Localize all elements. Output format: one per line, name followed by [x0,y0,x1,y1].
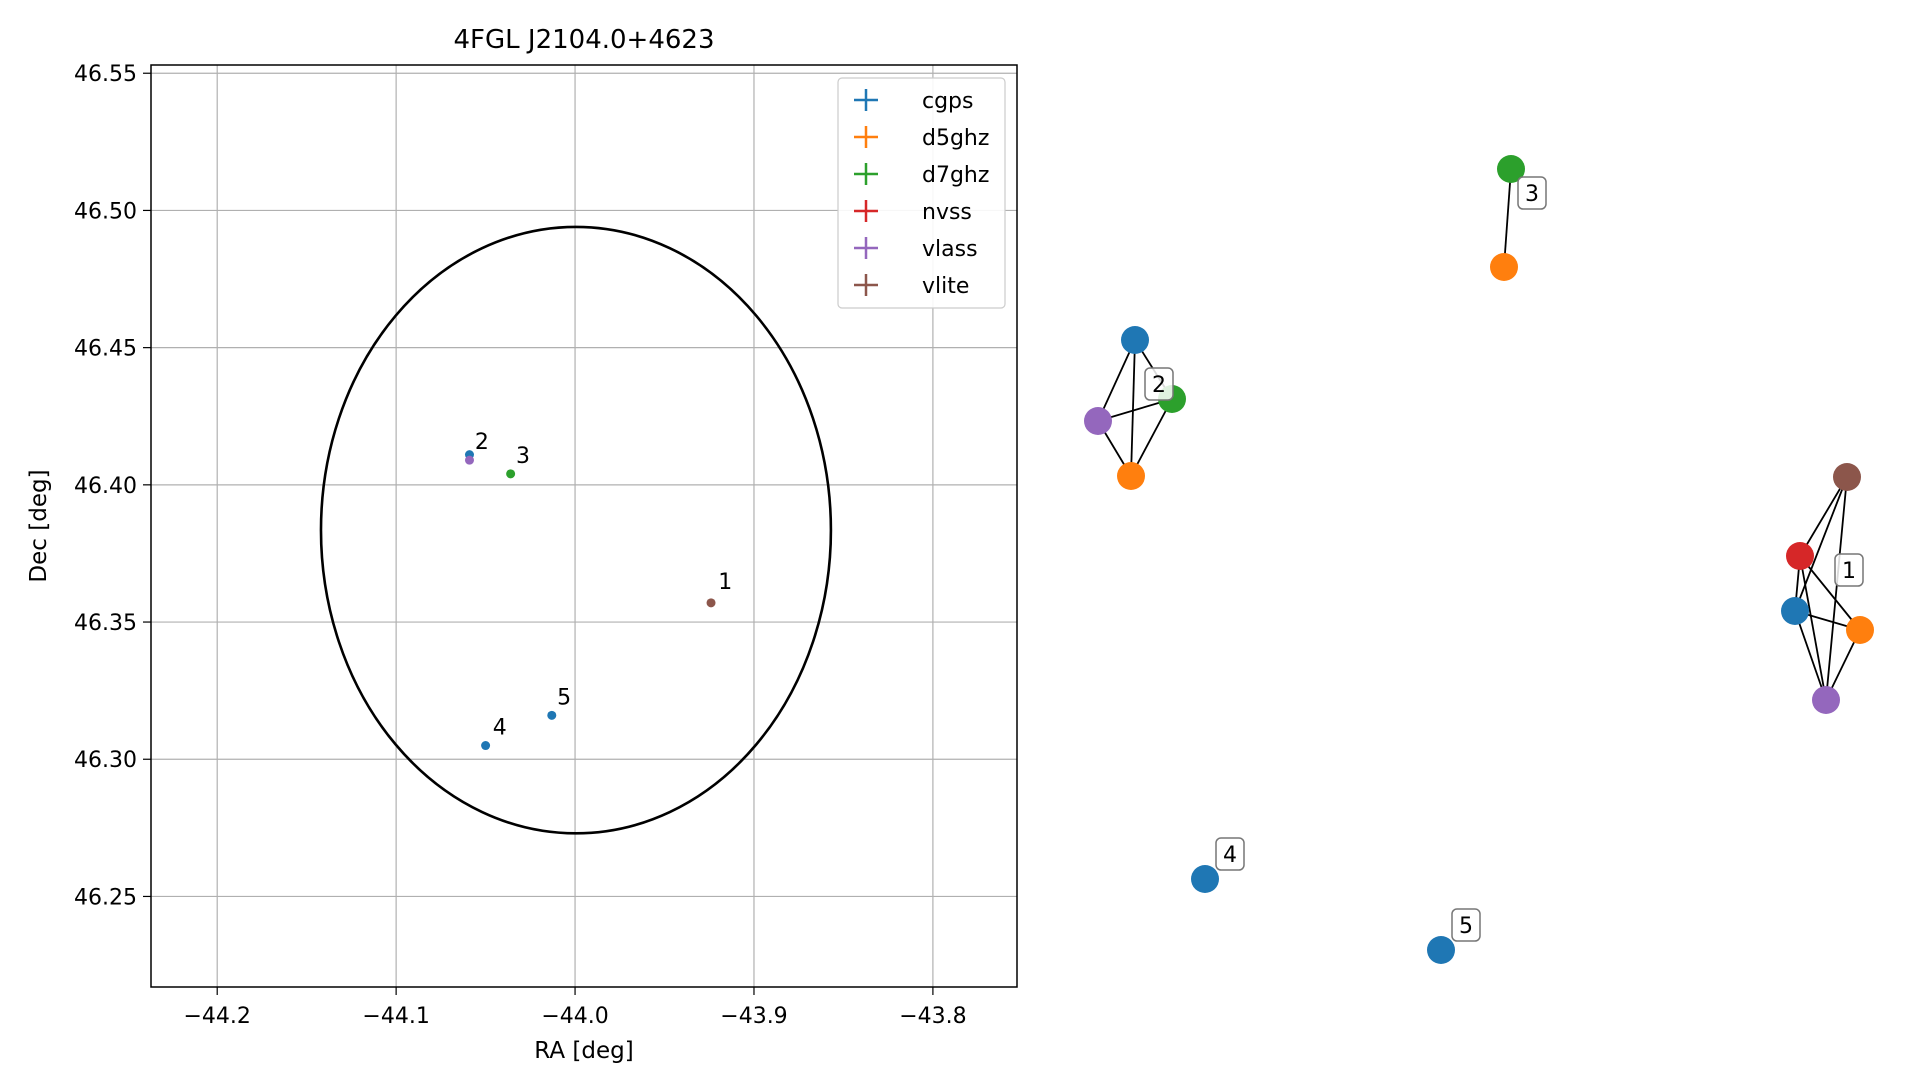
y-tick-label: 46.25 [74,885,137,910]
x-tick-label: −44.2 [183,1004,250,1029]
network-label: 5 [1459,914,1473,939]
network-node-vlass [1812,686,1840,714]
x-tick-label: −43.9 [720,1004,787,1029]
network-node-d5ghz [1117,462,1145,490]
y-tick-label: 46.45 [74,337,137,362]
network-edge [1799,476,1848,557]
network-graph: 1 2 3 4 5 [1084,155,1874,964]
network-node-d5ghz [1846,616,1874,644]
point-vlite [706,598,716,608]
point-label: 1 [718,570,732,595]
network-node-cgps [1781,597,1809,625]
y-tick-label: 46.50 [74,199,137,224]
plot-frame [150,64,1018,988]
network-edge [1799,555,1827,701]
network-edge [1794,476,1848,612]
network-label-box [1451,908,1481,942]
network-label-box [1144,367,1174,401]
point-d7ghz [506,469,516,479]
legend-label: d7ghz [922,163,989,188]
grid [151,65,1017,987]
network-label: 3 [1525,182,1539,207]
network-label: 2 [1152,373,1166,398]
legend-label: nvss [922,200,972,225]
data-points [464,450,716,751]
network-label-box [1834,553,1864,587]
legend-label: d5ghz [922,126,989,151]
network-edge [1130,339,1136,477]
point-vlass [464,455,474,465]
network-edge [1503,168,1512,268]
network-edge [1130,398,1173,477]
point-label: 2 [475,430,489,455]
network-node-cgps [1121,326,1149,354]
chart-title: 4FGL J2104.0+4623 [454,25,715,55]
network-node-d5ghz [1490,253,1518,281]
network-node-cgps [1427,936,1455,964]
point-label: 5 [557,685,571,710]
legend-label: vlass [922,237,978,262]
network-edge [1794,610,1827,701]
point-cgps [481,741,491,751]
network-edge [1097,339,1136,422]
network-node-vlass [1084,407,1112,435]
y-tick-label: 46.30 [74,748,137,773]
network-label-box [1517,176,1547,210]
network-edge [1799,555,1861,631]
y-tick-label: 46.55 [74,62,137,87]
network-node-vlite [1833,463,1861,491]
x-tick-label: −43.8 [899,1004,966,1029]
x-tick-label: −44.0 [541,1004,608,1029]
x-tick-label: −44.1 [362,1004,429,1029]
error-ellipse [319,225,833,835]
y-axis-ticks: 46.25 46.30 46.35 46.40 46.45 46.50 46.55 [74,62,151,910]
point-label: 4 [493,716,507,741]
network-label-box [1215,837,1245,871]
network-node-cgps [1191,865,1219,893]
x-axis-label: RA [deg] [534,1038,633,1064]
network-node-nvss [1786,542,1814,570]
error-ellipse-outline [319,225,833,835]
annotations: 1 2 3 4 5 [475,430,732,740]
network-edge [1825,476,1848,701]
network-label: 1 [1842,559,1856,584]
y-tick-label: 46.35 [74,611,137,636]
x-axis-ticks: −44.2 −44.1 −44.0 −43.9 −43.8 [183,987,967,1029]
legend-label: cgps [922,89,974,114]
legend-label: vlite [922,274,969,299]
point-cgps [547,710,557,720]
network-node-d7ghz [1497,155,1525,183]
y-axis-label: Dec [deg] [26,469,52,582]
network-label: 4 [1223,843,1237,868]
y-tick-label: 46.40 [74,474,137,499]
legend: cgps d5ghz d7ghz nvss vlass vlite [837,77,1006,309]
point-label: 3 [516,444,530,469]
legend-box [837,77,1006,309]
